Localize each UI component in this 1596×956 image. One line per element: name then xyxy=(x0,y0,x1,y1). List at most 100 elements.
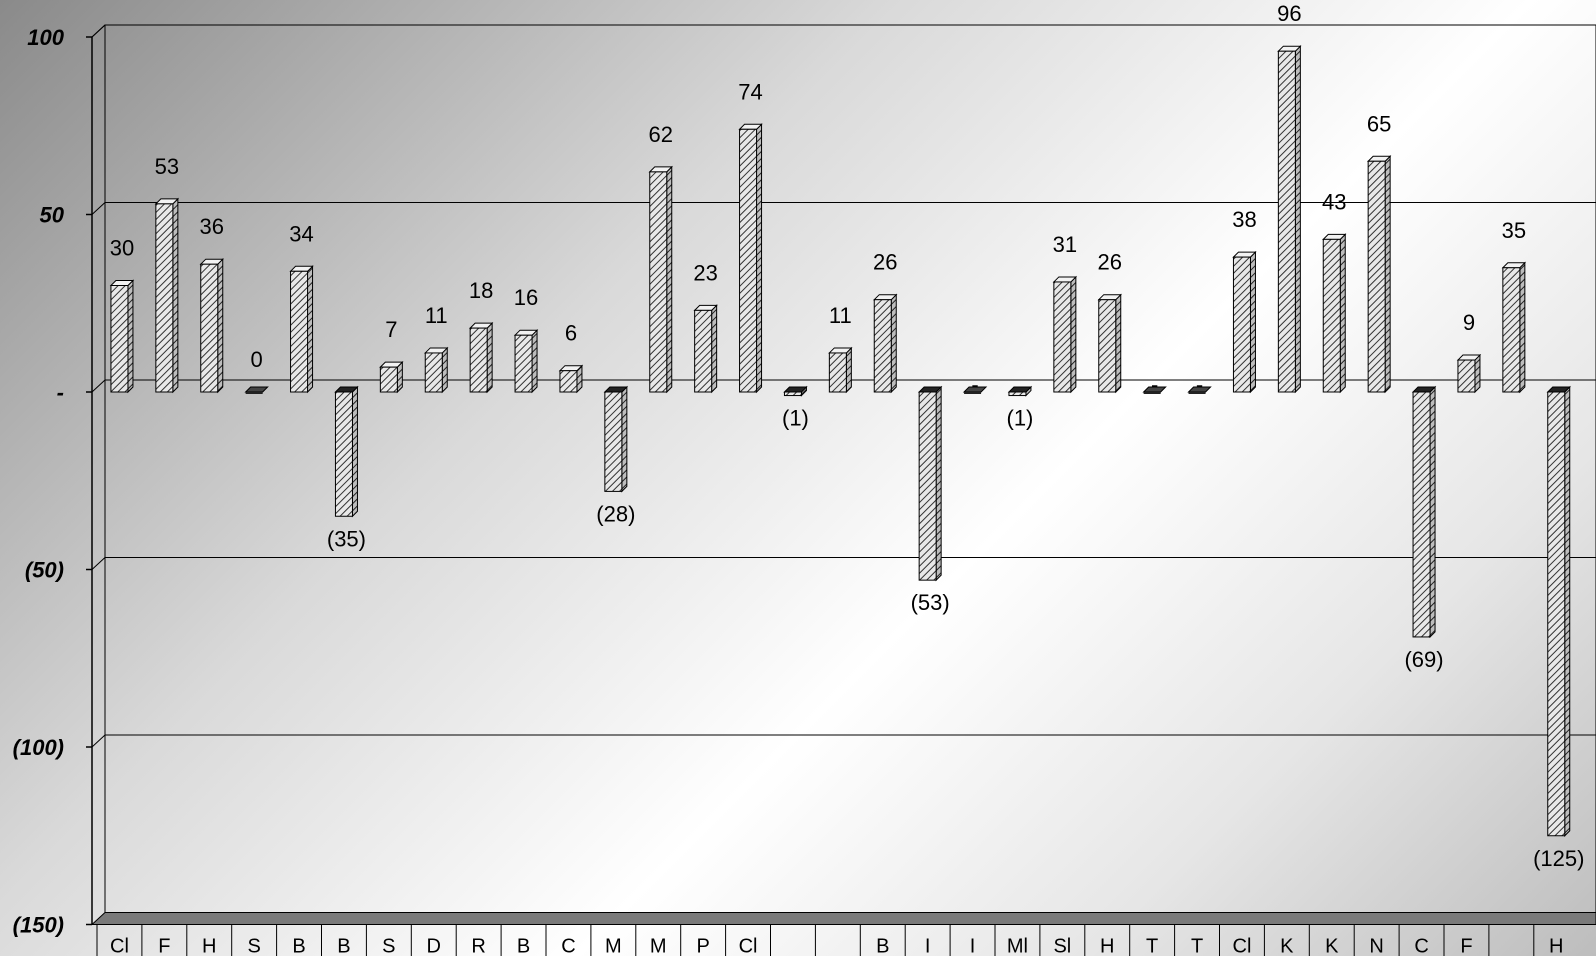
gridlines xyxy=(91,24,1596,748)
x-tick-label: Cl xyxy=(110,936,129,956)
bar xyxy=(424,346,449,394)
x-tick-label: Sl xyxy=(1053,936,1071,956)
bar xyxy=(783,385,808,397)
bar-side xyxy=(1070,275,1077,394)
bar-face xyxy=(873,299,892,393)
bar-side xyxy=(621,385,628,493)
bar xyxy=(558,364,584,394)
bar xyxy=(738,123,763,394)
bar-face xyxy=(514,334,533,393)
data-label: (35) xyxy=(327,526,366,551)
bar-face xyxy=(694,309,713,393)
bar xyxy=(1411,385,1437,639)
bar xyxy=(289,265,314,394)
chart-floor xyxy=(90,912,1596,925)
x-tick-label: Cl xyxy=(739,936,758,956)
bar xyxy=(1052,275,1078,394)
bar-face xyxy=(1188,392,1206,394)
bar-side xyxy=(845,346,852,394)
bar xyxy=(873,293,898,394)
bar xyxy=(1142,386,1167,394)
bar-face xyxy=(290,270,309,393)
data-label: (69) xyxy=(1404,647,1443,672)
bar xyxy=(1007,385,1033,397)
bar xyxy=(334,385,359,518)
bar-face xyxy=(1457,359,1476,393)
x-tick-label: H xyxy=(1549,936,1563,956)
bar-face xyxy=(1502,267,1521,393)
data-label: 35 xyxy=(1502,218,1526,243)
gridline-depth xyxy=(91,24,106,38)
bar-side xyxy=(531,328,538,394)
data-label: 53 xyxy=(155,154,179,179)
data-label: 96 xyxy=(1277,1,1301,26)
bar-side xyxy=(935,385,942,582)
bar-face xyxy=(649,171,668,393)
bar-top xyxy=(244,386,269,393)
x-tick-label: D xyxy=(427,936,441,956)
x-tick-label: I xyxy=(970,936,976,956)
bar-face xyxy=(1547,391,1566,837)
data-label: - xyxy=(1151,372,1158,397)
bar-face xyxy=(1367,160,1386,393)
data-label: 74 xyxy=(738,79,762,104)
bar-side xyxy=(1474,353,1481,394)
bar-side xyxy=(441,346,448,394)
data-label: 16 xyxy=(514,285,538,310)
x-tick-label: C xyxy=(1414,936,1428,956)
x-tick-label: P xyxy=(696,936,709,956)
bar-side xyxy=(486,321,493,394)
bar-face xyxy=(469,327,488,393)
bar-face xyxy=(964,392,982,394)
x-tick-label: K xyxy=(1325,936,1339,956)
gridline-depth xyxy=(91,202,106,215)
data-label: 62 xyxy=(649,122,673,147)
data-label: 65 xyxy=(1367,111,1391,136)
bar-face xyxy=(245,392,263,394)
bar xyxy=(244,386,269,394)
x-tick-label: T xyxy=(1191,936,1203,956)
bar xyxy=(1456,353,1482,394)
x-tick-label: B xyxy=(292,936,305,956)
data-label: 26 xyxy=(1098,250,1122,275)
x-tick-label: S xyxy=(247,936,260,956)
x-tick-label: M xyxy=(605,936,622,956)
bar xyxy=(648,165,673,394)
bar-side xyxy=(217,257,224,394)
bar-side xyxy=(127,279,134,394)
bar-side xyxy=(756,123,763,394)
bar-face xyxy=(559,370,578,393)
x-axis: Cl F H S B B S D R B C M M P Cl B I I Ml Sl H T T Cl K K N C F H xyxy=(96,924,1563,956)
bar xyxy=(1366,155,1392,394)
bar xyxy=(199,257,224,394)
bar-face xyxy=(155,203,174,393)
gridline-depth xyxy=(91,557,106,570)
bar-face xyxy=(1098,299,1117,393)
bar-face xyxy=(110,285,129,393)
bar xyxy=(1546,385,1571,837)
bar xyxy=(962,386,988,394)
x-tick-label: S xyxy=(382,936,395,956)
bar-side xyxy=(1249,250,1256,394)
x-tick-label: B xyxy=(337,936,350,956)
bar-side xyxy=(1429,385,1436,639)
bar-face xyxy=(1277,50,1296,393)
data-labels: 30 53 36 0 34 (35) 7 11 18 16 6 (28) 62 23 74 (1) 11 26 (5… xyxy=(110,1,1585,871)
data-label: (125) xyxy=(1533,846,1584,871)
data-label: 11 xyxy=(425,303,448,328)
bar xyxy=(1501,261,1527,394)
bar-face xyxy=(379,366,398,393)
x-tick-label: B xyxy=(876,936,889,956)
data-label: 26 xyxy=(873,250,897,275)
data-label: 43 xyxy=(1322,189,1346,214)
bar-face xyxy=(604,391,623,492)
bar-face xyxy=(739,128,758,393)
bar-face xyxy=(1412,391,1431,638)
x-tick-label: I xyxy=(925,936,931,956)
x-tick-label: M xyxy=(650,936,667,956)
data-label: 0 xyxy=(251,347,263,372)
data-label: - xyxy=(1196,372,1203,397)
bar-face xyxy=(1322,238,1341,393)
x-tick-label: K xyxy=(1280,936,1294,956)
bar-face xyxy=(424,352,443,393)
